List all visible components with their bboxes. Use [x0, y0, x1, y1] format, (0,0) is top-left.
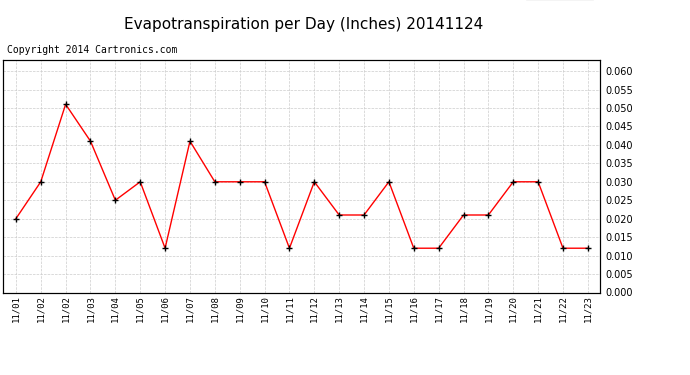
- Text: Evapotranspiration per Day (Inches) 20141124: Evapotranspiration per Day (Inches) 2014…: [124, 17, 483, 32]
- Text: Copyright 2014 Cartronics.com: Copyright 2014 Cartronics.com: [7, 45, 177, 55]
